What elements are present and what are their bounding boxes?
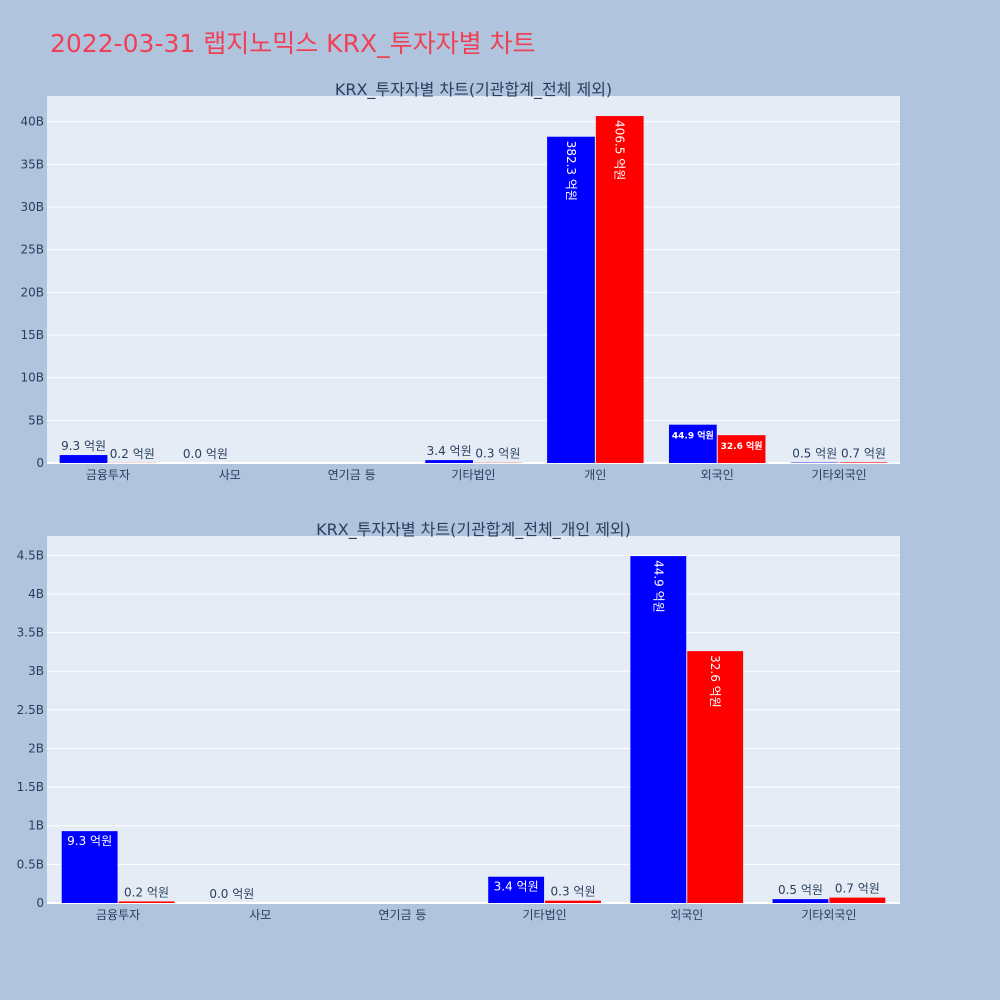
y-tick-label: 4B — [28, 587, 44, 601]
chart-2: KRX_투자자별 차트(기관합계_전체_개인 제외) 0 0.5B 1B 1.5B 2B 2… — [17, 520, 900, 922]
data-label: 0.3 억원 — [551, 885, 596, 899]
bar-buy — [61, 831, 118, 903]
data-label: 32.6 억원 — [708, 655, 722, 708]
data-label: 32.6 억원 — [721, 440, 763, 452]
plot-area — [47, 96, 900, 463]
data-label: 0.3 억원 — [475, 447, 520, 461]
y-tick-label: 2.5B — [17, 703, 44, 717]
bar-sell — [595, 116, 644, 463]
bar-sell — [687, 651, 744, 903]
x-tick-label: 기타외국인 — [811, 468, 866, 482]
y-tick-label: 20B — [20, 285, 44, 299]
x-tick-label: 외국인 — [701, 468, 734, 482]
page-title: 2022-03-31 랩지노믹스 KRX_투자자별 차트 — [50, 29, 536, 58]
data-label: 382.3 억원 — [564, 141, 578, 201]
bar-sell — [717, 435, 766, 463]
data-label: 3.4 억원 — [494, 880, 539, 894]
data-label: 0.7 억원 — [835, 882, 880, 896]
bar-buy — [488, 876, 545, 903]
x-tick-label: 기타법인 — [522, 908, 566, 922]
y-tick-label: 5B — [28, 413, 44, 427]
y-tick-label: 2B — [28, 741, 44, 755]
y-tick-label: 30B — [20, 200, 44, 214]
data-label: 9.3 억원 — [61, 439, 106, 453]
data-label: 0.2 억원 — [124, 885, 169, 899]
data-label: 9.3 억원 — [67, 834, 112, 848]
x-tick-label: 금융투자 — [96, 908, 140, 922]
y-tick-label: 3B — [28, 664, 44, 678]
bar-sell — [839, 462, 888, 463]
y-tick-label: 10B — [20, 371, 44, 385]
y-tick-label: 3.5B — [17, 626, 44, 640]
y-tick-label: 4.5B — [17, 548, 44, 562]
x-tick-label: 금융투자 — [86, 468, 130, 482]
bar-buy — [425, 460, 473, 463]
chart-1: KRX_투자자별 차트(기관합계_전체 제외) 0 5B 10B 15B 20B 25B 30… — [20, 80, 900, 482]
data-label: 406.5 억원 — [613, 120, 627, 180]
data-label: 0.7 억원 — [841, 446, 886, 460]
data-label: 0.2 억원 — [110, 447, 155, 461]
x-tick-label: 외국인 — [670, 908, 703, 922]
data-label: 0.0 억원 — [183, 447, 228, 461]
data-label: 44.9 억원 — [651, 560, 665, 613]
bar-sell — [118, 901, 175, 903]
x-tick-label: 사모 — [249, 908, 271, 922]
bar-buy — [772, 899, 829, 903]
y-tick-label: 0 — [36, 896, 44, 910]
x-tick-label: 기타법인 — [451, 468, 495, 482]
bar-buy — [630, 556, 687, 903]
x-tick-label: 연기금 등 — [378, 908, 426, 922]
bar-buy — [547, 136, 595, 463]
x-tick-label: 사모 — [219, 468, 241, 482]
data-label: 3.4 억원 — [427, 444, 472, 458]
bar-sell — [545, 900, 601, 903]
y-tick-label: 25B — [20, 243, 44, 257]
data-label: 0.0 억원 — [209, 887, 254, 901]
bar-sell — [829, 897, 886, 903]
y-tick-label: 0.5B — [17, 857, 44, 871]
y-tick-label: 1B — [28, 819, 44, 833]
bar-buy — [59, 455, 108, 463]
y-tick-label: 35B — [20, 157, 44, 171]
y-tick-label: 1.5B — [17, 780, 44, 794]
chart-title: KRX_투자자별 차트(기관합계_전체_개인 제외) — [316, 520, 631, 540]
y-tick-label: 15B — [20, 328, 44, 342]
x-tick-label: 개인 — [584, 468, 606, 482]
x-tick-label: 연기금 등 — [328, 468, 376, 482]
data-label: 0.5 억원 — [778, 883, 823, 897]
plot-area — [47, 536, 900, 903]
data-label: 0.5 억원 — [792, 447, 837, 461]
y-tick-label: 0 — [36, 456, 44, 470]
x-tick-label: 기타외국인 — [801, 908, 856, 922]
y-tick-label: 40B — [20, 115, 44, 129]
data-label: 44.9 억원 — [672, 430, 714, 442]
chart-title: KRX_투자자별 차트(기관합계_전체 제외) — [335, 80, 612, 100]
bar-buy — [668, 424, 717, 463]
